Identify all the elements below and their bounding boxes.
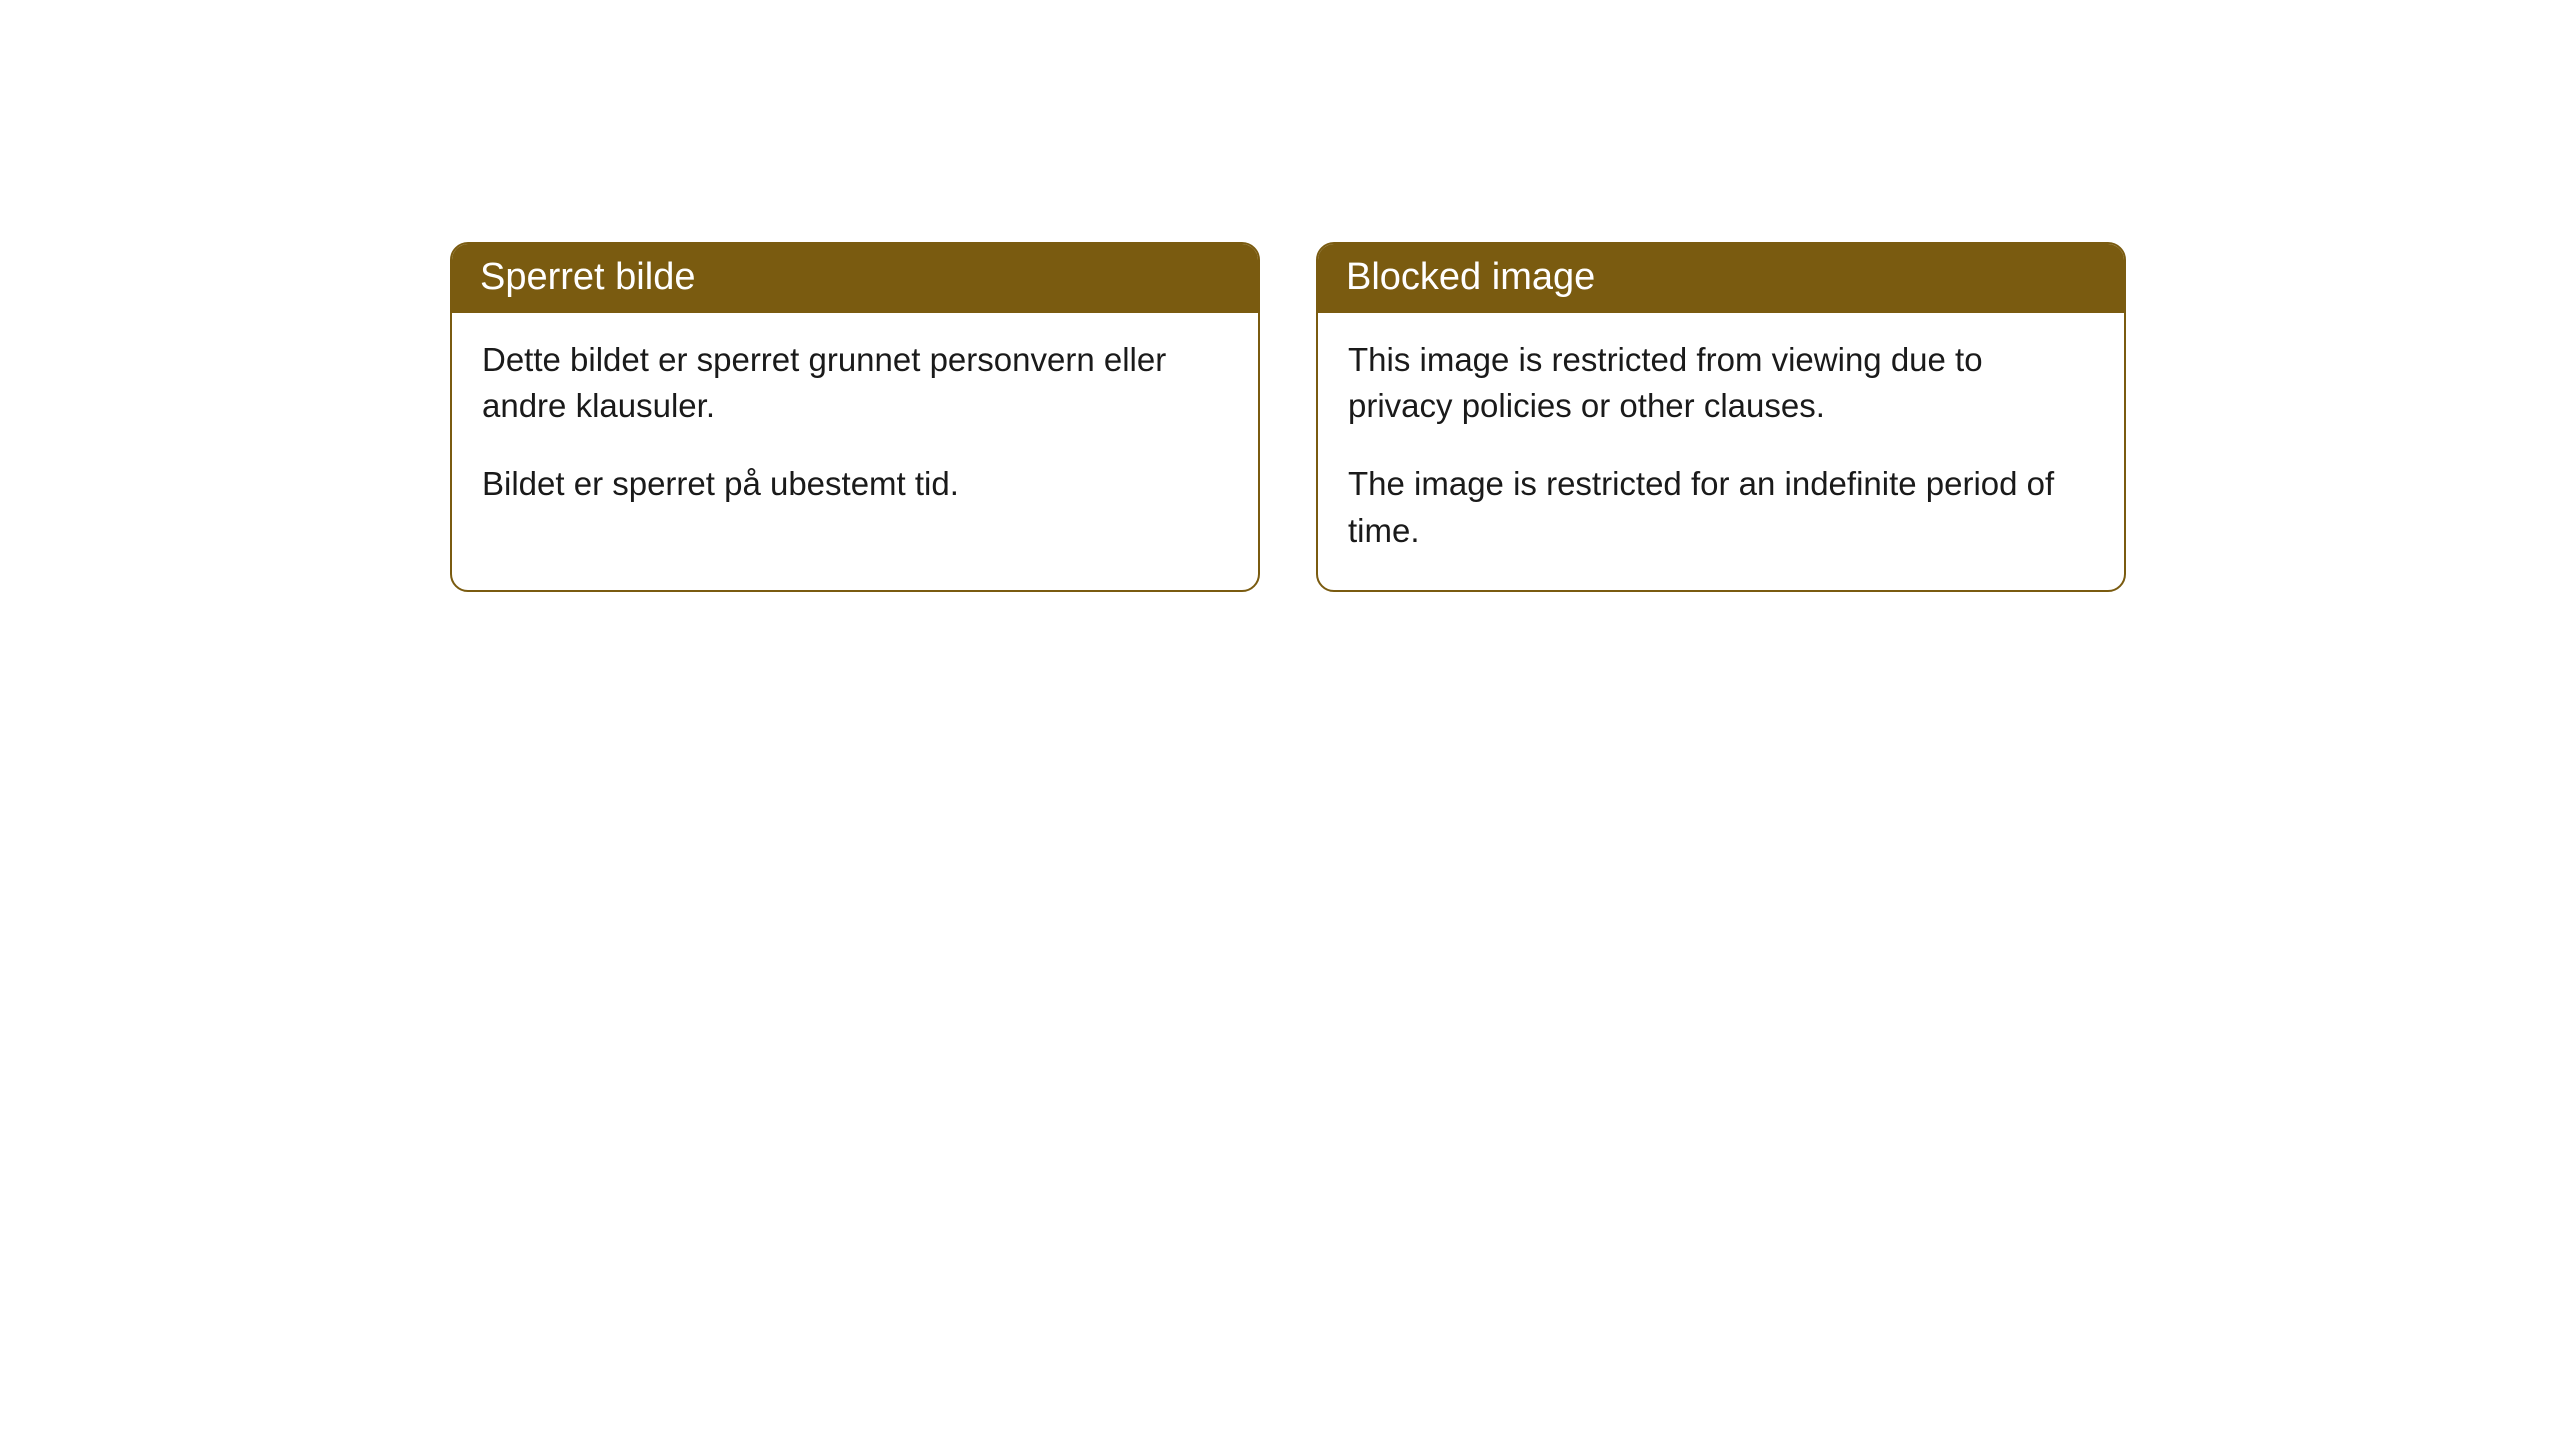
- notice-card-english: Blocked image This image is restricted f…: [1316, 242, 2126, 592]
- card-paragraph: Bildet er sperret på ubestemt tid.: [482, 461, 1228, 507]
- card-header: Blocked image: [1318, 244, 2124, 313]
- notice-cards-container: Sperret bilde Dette bildet er sperret gr…: [0, 0, 2560, 592]
- card-title: Sperret bilde: [480, 256, 695, 298]
- card-body: Dette bildet er sperret grunnet personve…: [452, 313, 1258, 544]
- card-body: This image is restricted from viewing du…: [1318, 313, 2124, 590]
- card-header: Sperret bilde: [452, 244, 1258, 313]
- card-paragraph: Dette bildet er sperret grunnet personve…: [482, 337, 1228, 429]
- card-paragraph: The image is restricted for an indefinit…: [1348, 461, 2094, 553]
- notice-card-norwegian: Sperret bilde Dette bildet er sperret gr…: [450, 242, 1260, 592]
- card-paragraph: This image is restricted from viewing du…: [1348, 337, 2094, 429]
- card-title: Blocked image: [1346, 256, 1595, 298]
